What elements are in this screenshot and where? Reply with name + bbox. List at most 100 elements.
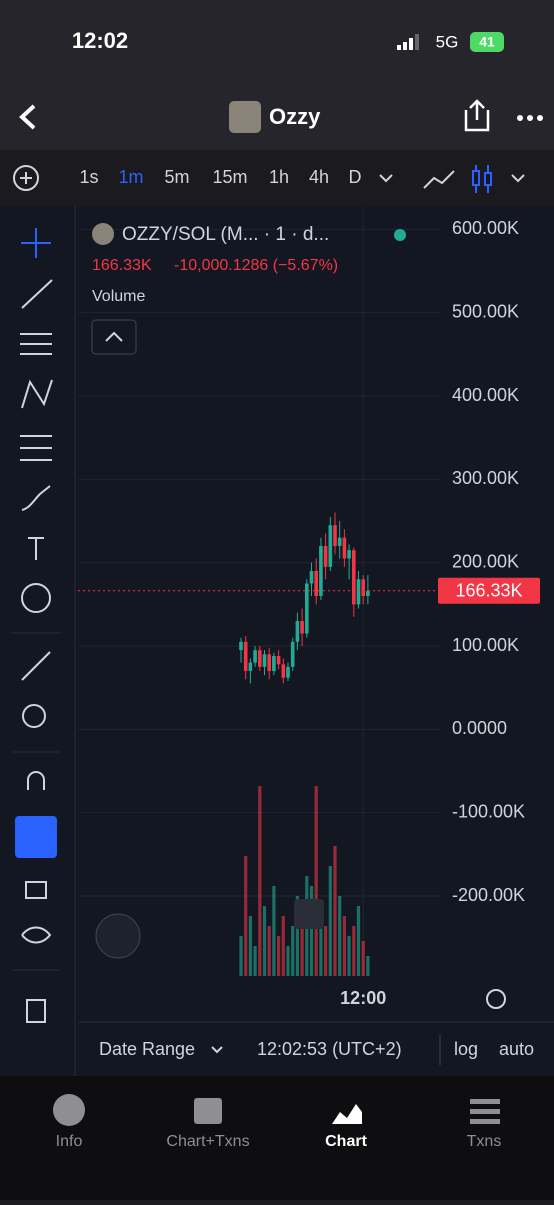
collapse[interactable]: [91, 319, 137, 355]
candle-body: [309, 571, 314, 584]
log[interactable]: log: [454, 1039, 478, 1059]
candle-body: [276, 656, 281, 665]
interval[interactable]: D: [349, 167, 362, 187]
candle-body: [328, 525, 333, 567]
volume-bar: [286, 946, 290, 976]
token-title: Ozzy: [269, 104, 321, 129]
volume-bar: [300, 916, 304, 976]
tools[interactable]: [20, 228, 53, 1023]
battery: [470, 32, 504, 52]
interval[interactable]: 1s: [79, 167, 98, 187]
x-tick-label: 12:00: [340, 988, 386, 1008]
legend-change: -10,000.1286 (−5.67%): [174, 257, 338, 274]
candle-body: [314, 571, 318, 596]
last-price-box: [438, 577, 540, 604]
candle-body: [262, 654, 267, 667]
volume-bar: [356, 906, 361, 976]
y-tick-label: 600.00K: [452, 218, 519, 238]
legend-price: 166.33K: [92, 257, 152, 274]
candle-body: [239, 641, 243, 651]
toolbar: [0, 150, 554, 206]
back[interactable]: [19, 104, 36, 130]
volume-bar: [347, 936, 351, 976]
candle-body: [295, 621, 300, 642]
volume-bar: [258, 786, 262, 976]
line-type[interactable]: [423, 170, 455, 189]
volume-bar: [314, 786, 318, 976]
more[interactable]: [517, 115, 543, 121]
candle-body: [290, 641, 295, 667]
interval[interactable]: 1h: [269, 167, 289, 187]
volume-bar: [361, 941, 365, 976]
y-tick-label: 200.00K: [452, 551, 519, 571]
candle-body: [342, 537, 347, 559]
interval[interactable]: 5m: [164, 167, 189, 187]
candle-body: [337, 537, 342, 546]
interval[interactable]: 1m: [118, 167, 143, 187]
candle-body: [286, 666, 290, 678]
battery-level: 41: [479, 34, 495, 50]
more-intervals[interactable]: [379, 174, 393, 183]
interval[interactable]: 15m: [212, 167, 247, 187]
volume-bar: [239, 936, 243, 976]
collapse-arrow: [105, 331, 123, 342]
volume-bar: [324, 926, 328, 976]
network: 5G: [436, 32, 459, 51]
candle-body: [248, 662, 253, 671]
tab-label[interactable]: Chart+Txns: [166, 1133, 249, 1150]
txns-icon: [470, 1099, 500, 1124]
candle-body: [472, 170, 480, 186]
candle-body: [272, 656, 276, 671]
volume-label: Volume: [92, 288, 145, 305]
volume-bar: [319, 906, 323, 976]
clock: 12:02: [72, 28, 128, 53]
volume-bar: [248, 916, 252, 976]
add[interactable]: [13, 165, 39, 191]
last-price-label: 166.33K: [455, 580, 522, 600]
candle-body: [356, 579, 361, 605]
volume-bar: [338, 896, 342, 976]
y-tick-label: 500.00K: [452, 301, 519, 321]
lock-drawings[interactable]: [15, 816, 57, 858]
candle-body: [281, 664, 286, 678]
type-menu[interactable]: [511, 174, 525, 183]
volume-bar: [309, 886, 314, 976]
volume-bar: [244, 856, 248, 976]
tab-label[interactable]: Txns: [467, 1133, 502, 1150]
date-range[interactable]: Date Range: [99, 1039, 195, 1059]
volume-bar: [366, 956, 370, 976]
reset[interactable]: [294, 899, 324, 929]
y-tick-label: 0.0000: [452, 718, 507, 738]
volume-bar: [352, 926, 356, 976]
candle-body: [305, 583, 309, 634]
volume-bar: [267, 926, 271, 976]
volume-bar: [272, 886, 276, 976]
tv-logo[interactable]: [95, 913, 141, 959]
tab-bar: [0, 1076, 554, 1200]
tab-label[interactable]: Info: [56, 1133, 83, 1150]
interval[interactable]: 4h: [309, 167, 329, 187]
signal: [397, 34, 419, 50]
candle-body: [319, 546, 323, 596]
candle-body: [267, 654, 271, 671]
y-tick-label: -200.00K: [452, 885, 525, 905]
settings[interactable]: [486, 989, 506, 1009]
pair-icon: [92, 223, 114, 245]
volume-bar: [281, 916, 285, 976]
volume-bar: [291, 926, 295, 976]
volume-bar: [277, 936, 281, 976]
candle-body: [323, 546, 328, 567]
tab-label[interactable]: Chart: [325, 1133, 367, 1150]
add-plus: [20, 172, 32, 184]
share[interactable]: [464, 99, 490, 132]
auto[interactable]: auto: [499, 1039, 534, 1059]
candle-body: [333, 525, 337, 546]
y-tick-label: 400.00K: [452, 385, 519, 405]
volume-bar: [253, 946, 257, 976]
candle-body: [361, 579, 365, 596]
chart-icon: [332, 1104, 362, 1124]
volume-bar: [328, 866, 332, 976]
y-tick-label: 100.00K: [452, 635, 519, 655]
candle-body: [253, 650, 257, 663]
